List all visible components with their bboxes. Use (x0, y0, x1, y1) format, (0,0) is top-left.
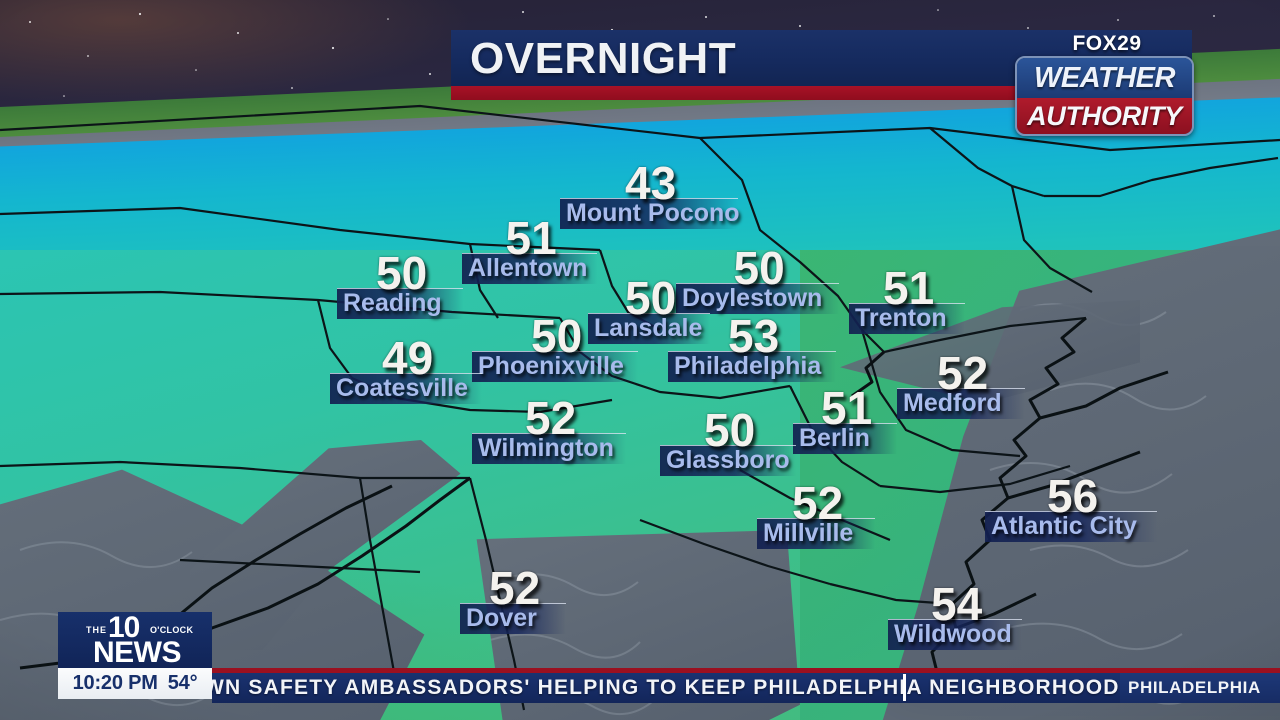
city-temperature: 52 (937, 347, 989, 399)
city-temperature: 52 (792, 477, 844, 529)
news-bug: THE 10 O'CLOCK NEWS (58, 612, 212, 670)
city-name: Coatesville (336, 374, 469, 402)
city-label-bar (472, 433, 626, 464)
city-temperature: 50 (376, 247, 428, 299)
city-temperature: 49 (382, 332, 434, 384)
time-temp-bar: 10:20 PM 54° (58, 668, 212, 699)
city-label-bar (330, 373, 482, 404)
city-temperature: 53 (728, 310, 780, 362)
city-temperature: 50 (625, 272, 677, 324)
logo-plate: WEATHER AUTHORITY (1015, 56, 1194, 136)
news-bug-ten: 10 (108, 611, 140, 644)
logo-authority-text: AUTHORITY (1027, 100, 1182, 131)
fox29-weather-authority-logo: FOX29 WEATHER AUTHORITY (1015, 30, 1194, 136)
city-temperature: 50 (704, 404, 756, 456)
city-name: Berlin (799, 424, 870, 452)
city-label-bar (560, 198, 738, 229)
ticker-caret (903, 674, 906, 701)
news-bug-oclock: O'CLOCK (150, 625, 194, 635)
ticker-accent-stripe (212, 668, 1280, 673)
news-bug-the: THE (86, 625, 107, 635)
city-temperature: 52 (525, 392, 577, 444)
city-name: Dover (466, 604, 537, 632)
logo-fox-channel: FOX29 (1037, 32, 1177, 58)
city-temperature: 51 (505, 212, 557, 264)
headline-accent-stripe (451, 86, 1192, 100)
city-temperature: 51 (883, 262, 935, 314)
city-label-bar (897, 388, 1025, 419)
city-temperature: 50 (733, 242, 785, 294)
logo-weather-text: WEATHER (1034, 61, 1175, 94)
city-name: Trenton (855, 304, 947, 332)
city-name: Doylestown (682, 284, 823, 312)
city-name: Glassboro (666, 446, 790, 474)
city-temperature: 52 (489, 562, 541, 614)
city-label-bar (462, 253, 597, 284)
news-ticker: WN SAFETY AMBASSADORS' HELPING TO KEEP P… (212, 673, 1280, 703)
ticker-location-panel: PHILADELPHIA (1120, 673, 1280, 703)
city-label-bar (888, 619, 1022, 650)
city-name: Reading (343, 289, 442, 317)
city-label-bar (588, 313, 710, 344)
city-label-bar (337, 288, 463, 319)
logo-weather-band: WEATHER (1017, 58, 1192, 98)
city-name: Atlantic City (991, 512, 1137, 540)
city-temperature: 54 (931, 578, 983, 630)
city-name: Phoenixville (478, 352, 624, 380)
city-name: Wilmington (478, 434, 614, 462)
news-bug-news: NEWS (93, 636, 182, 669)
city-label-bar (660, 445, 796, 476)
logo-channel-number: 29 (1117, 32, 1142, 55)
city-name: Allentown (468, 254, 588, 282)
city-name: Philadelphia (674, 352, 822, 380)
city-label-bar (793, 423, 897, 454)
city-label-bar (472, 351, 638, 382)
logo-network-text: FOX (1072, 32, 1118, 55)
city-name: Mount Pocono (566, 199, 740, 227)
city-temperature: 51 (821, 382, 873, 434)
city-temperature: 50 (531, 310, 583, 362)
city-label-bar (757, 518, 875, 549)
city-name: Wildwood (894, 620, 1012, 648)
city-label-bar (985, 511, 1157, 542)
city-temperature: 43 (625, 157, 677, 209)
ticker-headline: WN SAFETY AMBASSADORS' HELPING TO KEEP P… (212, 676, 1173, 699)
current-time: 10:20 PM (72, 672, 158, 694)
city-label-bar (849, 303, 965, 334)
city-label-bar (668, 351, 836, 382)
city-name: Millville (763, 519, 854, 547)
logo-authority-band: AUTHORITY (1017, 98, 1192, 134)
current-temperature: 54° (167, 672, 198, 694)
city-temperature: 56 (1047, 470, 1099, 522)
city-name: Lansdale (594, 314, 703, 342)
ticker-location-label: PHILADELPHIA (1128, 678, 1261, 697)
city-name: Medford (903, 389, 1002, 417)
headline-title: OVERNIGHT (470, 34, 737, 83)
city-label-bar (676, 283, 839, 314)
city-label-bar (460, 603, 566, 634)
